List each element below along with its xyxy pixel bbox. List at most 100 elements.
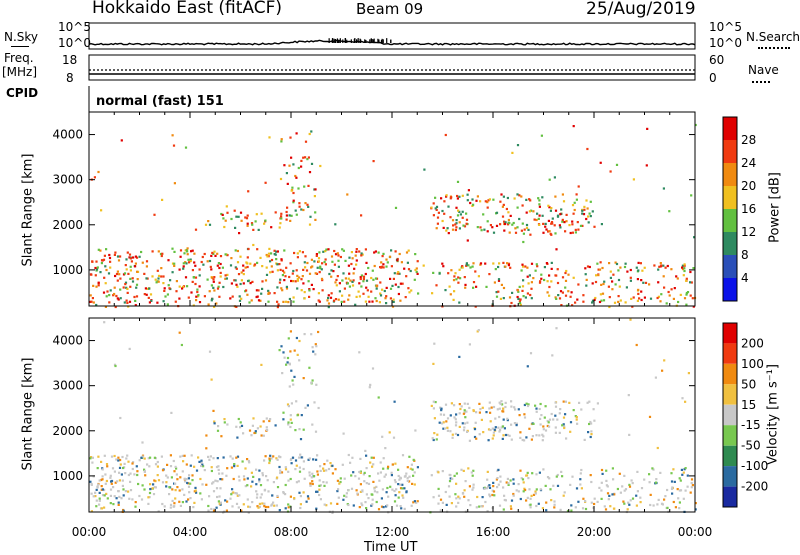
data-cell [160, 254, 163, 258]
data-cell [278, 349, 281, 352]
data-cell [544, 484, 547, 487]
data-cell [242, 503, 245, 506]
data-cell [453, 474, 456, 477]
data-cell [529, 503, 532, 506]
data-cell [528, 210, 531, 213]
data-cell [545, 262, 548, 265]
data-cell [112, 503, 115, 506]
data-cell [397, 474, 400, 478]
data-cell [148, 491, 152, 495]
data-cell [308, 171, 312, 174]
data-cell [487, 428, 491, 431]
data-cell [107, 272, 111, 275]
data-cell [510, 301, 513, 305]
data-cell [346, 193, 349, 196]
data-cell [468, 439, 471, 442]
noise-tick-right-top: 10^5 [709, 20, 742, 34]
data-cell [178, 285, 181, 288]
data-cell [559, 213, 562, 216]
data-cell [559, 408, 562, 411]
data-cell [270, 457, 273, 460]
data-cell [466, 239, 469, 242]
data-cell [612, 507, 616, 510]
data-cell [199, 492, 202, 495]
data-cell [466, 421, 469, 424]
data-cell [254, 430, 257, 433]
data-cell [504, 221, 507, 224]
data-cell [235, 456, 238, 459]
data-cell [530, 209, 533, 212]
data-cell [538, 407, 541, 411]
data-cell [128, 347, 131, 350]
data-cell [399, 505, 402, 508]
data-cell [553, 224, 556, 227]
data-cell [439, 406, 442, 409]
data-cell [336, 502, 339, 505]
data-cell [505, 481, 508, 484]
data-cell [195, 299, 198, 302]
data-cell [431, 437, 434, 440]
data-cell [337, 488, 340, 491]
data-cell [644, 281, 648, 284]
data-cell [225, 277, 228, 280]
data-cell [359, 483, 362, 486]
power-colorbar-swatch [723, 278, 737, 301]
data-cell [683, 264, 686, 267]
data-cell [287, 301, 290, 304]
data-cell [506, 419, 509, 422]
data-cell [175, 280, 178, 283]
data-cell [383, 289, 386, 293]
data-cell [649, 503, 652, 507]
data-cell [654, 376, 657, 379]
power-colorbar-tick: 8 [741, 248, 749, 262]
data-cell [583, 208, 586, 211]
data-cell [460, 468, 463, 471]
data-cell [145, 260, 149, 263]
data-cell [152, 493, 156, 496]
data-cell [231, 488, 234, 491]
data-cell [372, 160, 375, 163]
data-cell [156, 465, 159, 468]
data-cell [109, 474, 112, 477]
data-cell [237, 506, 240, 509]
data-cell [98, 499, 101, 502]
data-cell [178, 500, 181, 503]
data-cell [330, 275, 333, 278]
data-cell [125, 258, 128, 261]
data-cell [472, 281, 476, 284]
data-cell [153, 456, 156, 459]
data-cell [578, 401, 581, 404]
data-cell [252, 417, 255, 420]
data-cell [596, 262, 599, 265]
data-cell [138, 494, 141, 498]
data-cell [401, 282, 404, 285]
data-cell [315, 490, 318, 493]
data-cell [126, 251, 129, 254]
data-cell [311, 472, 314, 475]
data-cell [517, 483, 520, 486]
data-cell [284, 466, 287, 469]
data-cell [510, 400, 513, 403]
data-cell [504, 499, 507, 502]
data-cell [581, 212, 584, 215]
data-cell [280, 140, 283, 143]
data-cell [510, 423, 513, 426]
data-cell [685, 303, 688, 306]
data-cell [579, 472, 582, 475]
data-cell [178, 268, 181, 271]
data-cell [462, 429, 466, 432]
data-cell [690, 281, 693, 284]
data-cell [119, 255, 122, 258]
data-cell [276, 486, 280, 489]
data-cell [163, 289, 166, 292]
data-cell [691, 297, 694, 300]
data-cell [561, 218, 564, 221]
data-cell [518, 217, 521, 221]
data-cell [280, 471, 284, 474]
data-cell [308, 474, 311, 477]
data-cell [256, 427, 259, 430]
data-cell [588, 400, 591, 403]
data-cell [265, 475, 268, 478]
data-cell [385, 302, 388, 305]
data-cell [503, 494, 506, 497]
